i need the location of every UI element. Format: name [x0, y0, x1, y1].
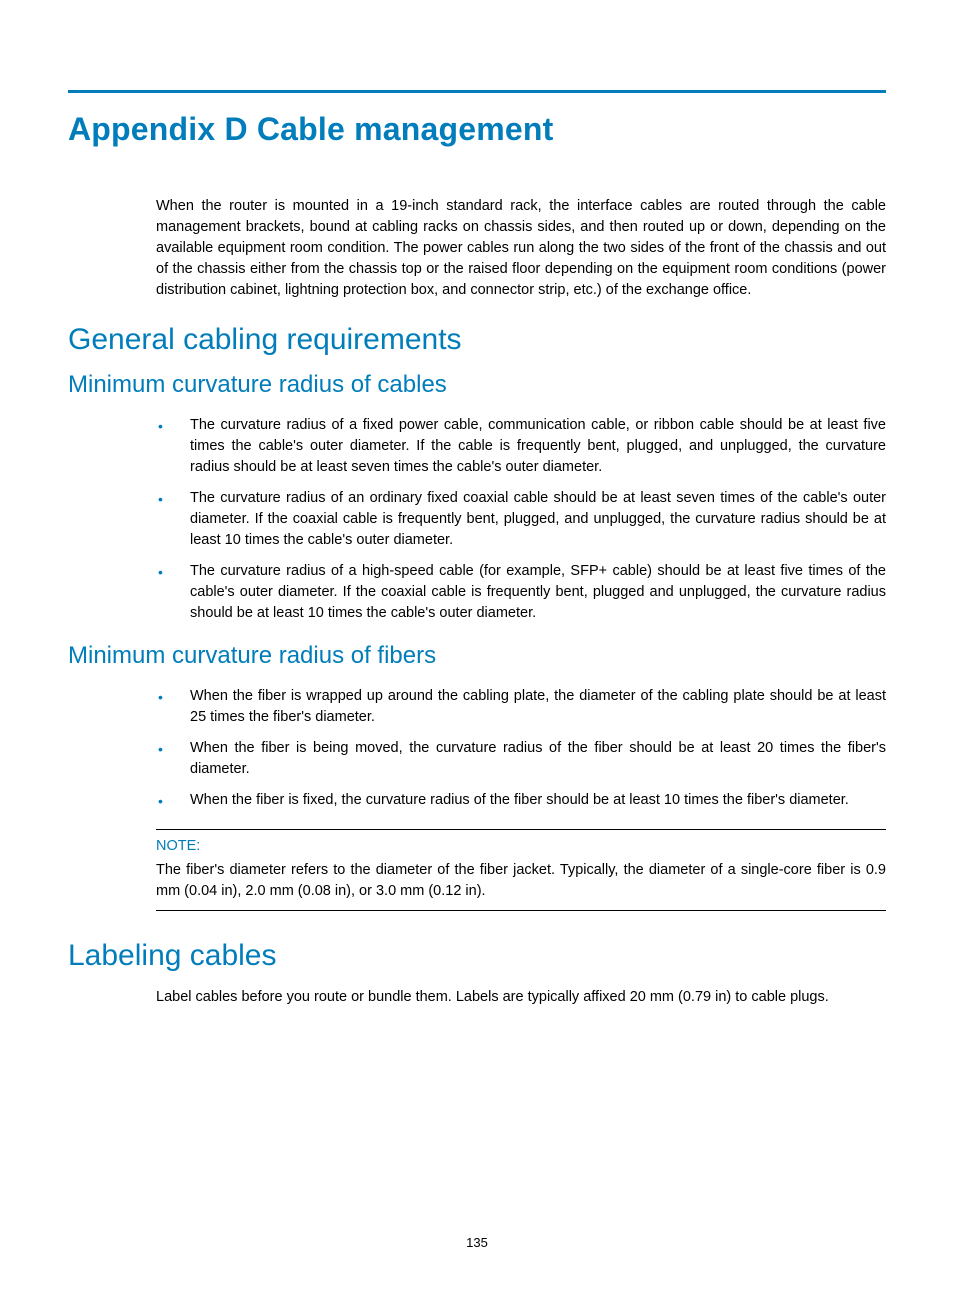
page-container: Appendix D Cable management When the rou… [0, 0, 954, 1060]
note-box: NOTE: The fiber's diameter refers to the… [156, 829, 886, 911]
page-title: Appendix D Cable management [68, 111, 886, 148]
labeling-paragraph: Label cables before you route or bundle … [156, 987, 886, 1008]
bullet-list-fibers: When the fiber is wrapped up around the … [156, 686, 886, 811]
subsection-heading-cables: Minimum curvature radius of cables [68, 371, 886, 399]
section-heading-general: General cabling requirements [68, 323, 886, 357]
note-text: The fiber's diameter refers to the diame… [156, 860, 886, 902]
intro-paragraph: When the router is mounted in a 19-inch … [156, 196, 886, 301]
list-item: The curvature radius of a fixed power ca… [156, 415, 886, 478]
subsection-heading-fibers: Minimum curvature radius of fibers [68, 642, 886, 670]
bullet-list-cables: The curvature radius of a fixed power ca… [156, 415, 886, 624]
list-item: The curvature radius of an ordinary fixe… [156, 488, 886, 551]
section-heading-labeling: Labeling cables [68, 939, 886, 973]
list-item: When the fiber is being moved, the curva… [156, 738, 886, 780]
intro-block: When the router is mounted in a 19-inch … [156, 196, 886, 301]
list-item: The curvature radius of a high-speed cab… [156, 561, 886, 624]
list-item: When the fiber is wrapped up around the … [156, 686, 886, 728]
note-label: NOTE: [156, 838, 886, 854]
list-item: When the fiber is fixed, the curvature r… [156, 790, 886, 811]
top-rule [68, 90, 886, 93]
page-number: 135 [0, 1235, 954, 1250]
